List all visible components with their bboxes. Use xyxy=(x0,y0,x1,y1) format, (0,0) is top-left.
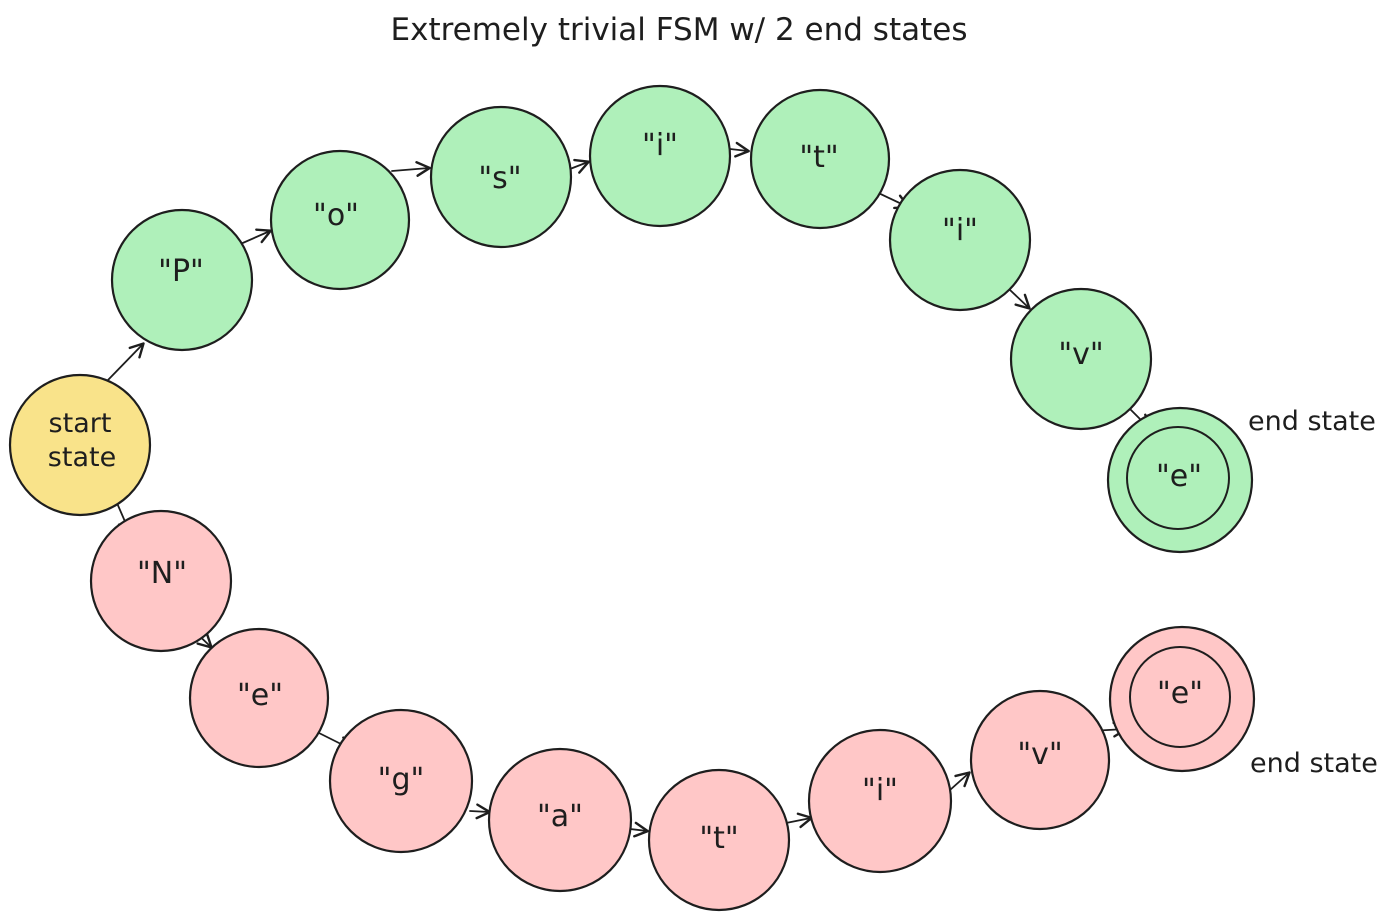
negative-node-v-label: "v" xyxy=(1017,737,1062,772)
positive-node-i-2-circle xyxy=(888,168,1032,312)
positive-node-s-circle xyxy=(429,105,573,249)
positive-node-P: "P" xyxy=(110,208,254,352)
negative-end-state-annotation: end state xyxy=(1250,748,1378,779)
positive-end-node-e-label: "e" xyxy=(1156,459,1202,494)
positive-end-node-e: "e" xyxy=(1106,406,1254,554)
positive-node-t: "t" xyxy=(749,88,891,230)
negative-node-g-label: "g" xyxy=(378,762,425,797)
positive-node-P-label: "P" xyxy=(158,254,204,289)
positive-node-P-circle xyxy=(110,208,254,352)
positive-node-v: "v" xyxy=(1009,287,1153,431)
negative-end-node-e: "e" xyxy=(1108,625,1256,773)
negative-node-a: "a" xyxy=(487,747,633,893)
positive-node-v-circle xyxy=(1009,287,1153,431)
positive-node-s-label: "s" xyxy=(478,161,521,196)
start-state-circle xyxy=(8,373,152,517)
positive-node-o-circle xyxy=(269,149,411,291)
negative-node-g-circle xyxy=(328,708,474,854)
negative-node-a-circle xyxy=(487,747,633,893)
positive-node-t-circle xyxy=(749,88,891,230)
arrow-t2-to-i3 xyxy=(785,812,813,829)
start-state-label-line1: start xyxy=(49,408,112,439)
negative-node-N: "N" xyxy=(89,509,233,653)
negative-node-t-circle xyxy=(647,768,791,912)
negative-node-t: "t" xyxy=(647,768,791,912)
negative-node-e-1: "e" xyxy=(188,627,330,769)
negative-node-N-circle xyxy=(89,509,233,653)
positive-node-t-label: "t" xyxy=(799,140,838,175)
positive-node-s: "s" xyxy=(429,105,573,249)
positive-end-node-inner-circle xyxy=(1126,426,1230,530)
arrow-s-to-i xyxy=(569,158,590,174)
negative-node-v: "v" xyxy=(969,689,1111,831)
negative-node-i-label: "i" xyxy=(862,773,898,808)
arrow-start-to-P xyxy=(107,342,145,381)
negative-branch: "N" "e" "g" "a" "t" "i" "v" "e" xyxy=(89,509,1378,912)
start-state-node: start state xyxy=(8,373,152,517)
positive-node-v-label: "v" xyxy=(1058,337,1103,372)
negative-node-i: "i" xyxy=(807,728,953,874)
positive-node-o: "o" xyxy=(269,149,411,291)
negative-node-t-label: "t" xyxy=(699,821,738,856)
negative-node-e-1-circle xyxy=(188,627,330,769)
arrow-i-to-t xyxy=(729,141,750,158)
negative-end-node-inner-circle xyxy=(1129,646,1231,748)
positive-node-i-1: "i" xyxy=(588,84,732,228)
positive-branch: "P" "o" "s" "i" "t" "i" "v" "e" xyxy=(110,84,1376,554)
positive-node-i-2: "i" xyxy=(888,168,1032,312)
negative-node-i-circle xyxy=(807,728,953,874)
arrow-i3-to-v2 xyxy=(949,771,971,791)
negative-node-v-circle xyxy=(969,689,1111,831)
negative-node-N-label: "N" xyxy=(137,556,187,591)
arrow-i2-to-v xyxy=(1009,289,1031,310)
negative-node-a-label: "a" xyxy=(537,799,583,834)
negative-node-e-1-label: "e" xyxy=(237,678,283,713)
arrow-o-to-s xyxy=(391,161,431,177)
arrow-g-to-a xyxy=(469,803,491,820)
arrow-a-to-t2 xyxy=(629,821,649,838)
positive-node-o-label: "o" xyxy=(313,198,359,233)
positive-node-i-1-circle xyxy=(588,84,732,228)
negative-node-g: "g" xyxy=(328,708,474,854)
diagram-title: Extremely trivial FSM w/ 2 end states xyxy=(391,12,968,48)
start-state-label-line2: state xyxy=(48,442,116,473)
positive-node-i-1-label: "i" xyxy=(642,128,678,163)
negative-end-node-e-label: "e" xyxy=(1157,676,1203,711)
positive-end-state-annotation: end state xyxy=(1248,406,1376,437)
positive-node-i-2-label: "i" xyxy=(942,213,978,248)
